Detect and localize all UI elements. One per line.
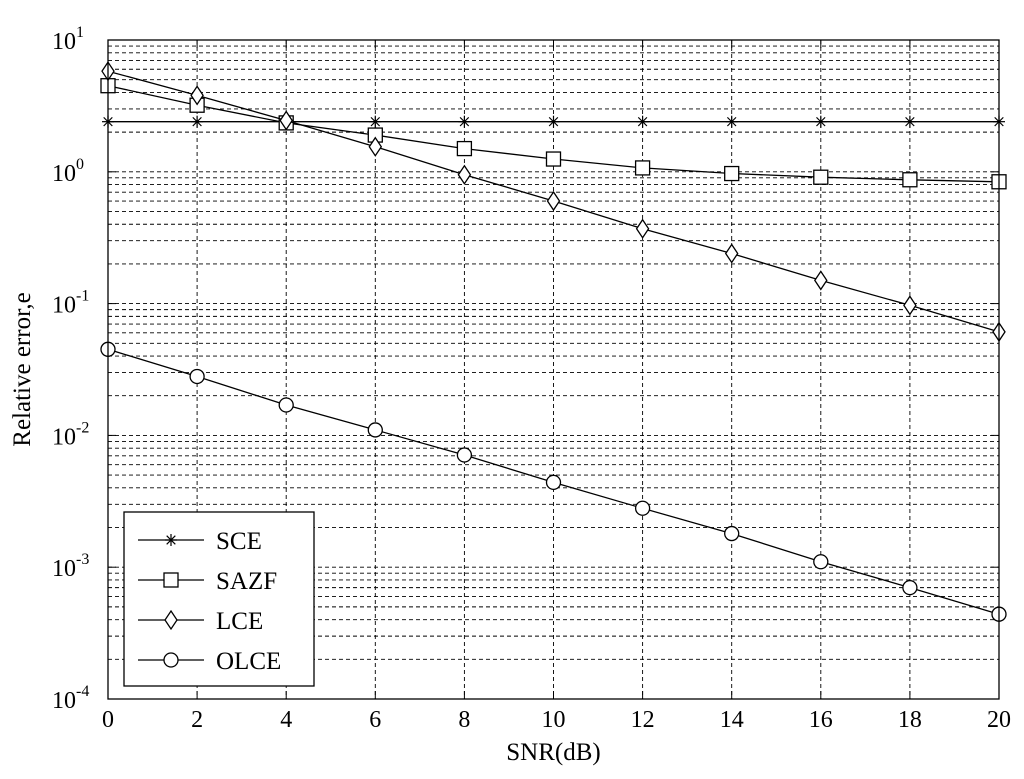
x-tick-label: 12 xyxy=(631,707,655,733)
y-tick-label: 10-4 xyxy=(52,683,89,714)
ticks: 0 2 4 6 8 10 12 14 16 18 20 101 100 10-1 10-2 10-3 10-4 xyxy=(52,24,1011,733)
x-axis-title: SNR(dB) xyxy=(506,739,600,766)
legend-label: SCE xyxy=(216,528,262,555)
data-point-square xyxy=(456,140,473,157)
x-tick-label: 20 xyxy=(987,707,1011,733)
legend-marker-square xyxy=(163,572,179,588)
y-tick-label: 100 xyxy=(52,156,84,187)
legend-label: OLCE xyxy=(216,648,281,675)
data-point-diamond xyxy=(546,190,561,212)
legend-label: SAZF xyxy=(216,568,277,595)
data-point-diamond xyxy=(903,295,917,316)
data-point-square xyxy=(813,169,829,185)
data-point-circle xyxy=(278,397,294,413)
x-tick-label: 6 xyxy=(369,707,381,733)
x-tick-label: 8 xyxy=(458,707,470,733)
data-point-star xyxy=(458,115,471,128)
data-point-diamond xyxy=(724,243,739,264)
x-tick-label: 4 xyxy=(280,707,292,733)
data-point-square xyxy=(724,165,740,182)
legend: SCE SAZF LCE OLCE xyxy=(123,511,315,687)
data-point-star xyxy=(725,115,738,128)
x-tick-label: 10 xyxy=(542,707,566,733)
y-tick-label: 10-3 xyxy=(52,551,89,582)
data-point-diamond xyxy=(368,136,383,157)
data-point-circle xyxy=(456,447,473,463)
data-point-star xyxy=(547,115,560,128)
data-point-diamond xyxy=(190,85,204,106)
data-point-diamond xyxy=(814,270,828,291)
data-point-diamond xyxy=(635,218,650,239)
data-point-square xyxy=(634,160,651,176)
y-tick-label: 10-2 xyxy=(52,419,89,450)
x-tick-label: 18 xyxy=(898,707,922,733)
data-point-circle xyxy=(724,525,740,542)
series-layer xyxy=(100,61,1007,622)
data-point-star xyxy=(636,115,649,128)
data-point-square xyxy=(545,151,562,167)
y-tick-label: 101 xyxy=(52,24,84,55)
x-tick-label: 16 xyxy=(809,707,833,733)
data-point-star xyxy=(191,115,204,128)
y-axis-title: Relative error,e xyxy=(9,292,36,446)
data-point-diamond xyxy=(457,164,472,185)
legend-marker-circle xyxy=(163,652,179,668)
data-point-star xyxy=(369,115,382,128)
x-tick-label: 14 xyxy=(720,707,744,733)
data-point-star xyxy=(903,115,916,128)
y-tick-label: 10-1 xyxy=(52,288,89,319)
legend-box xyxy=(123,511,315,687)
x-tick-label: 2 xyxy=(191,707,203,733)
data-point-circle xyxy=(813,554,829,570)
data-point-circle xyxy=(902,579,918,596)
legend-label: LCE xyxy=(216,608,263,635)
x-tick-label: 0 xyxy=(102,707,114,733)
data-point-circle xyxy=(367,422,383,438)
legend-marker-diamond xyxy=(164,609,178,631)
data-point-star xyxy=(814,115,827,128)
data-point-circle xyxy=(634,500,651,516)
legend-marker-star xyxy=(165,534,177,546)
data-point-circle xyxy=(189,368,205,385)
data-point-square xyxy=(902,172,918,188)
data-point-circle xyxy=(545,474,562,491)
data-point-diamond xyxy=(279,110,293,131)
